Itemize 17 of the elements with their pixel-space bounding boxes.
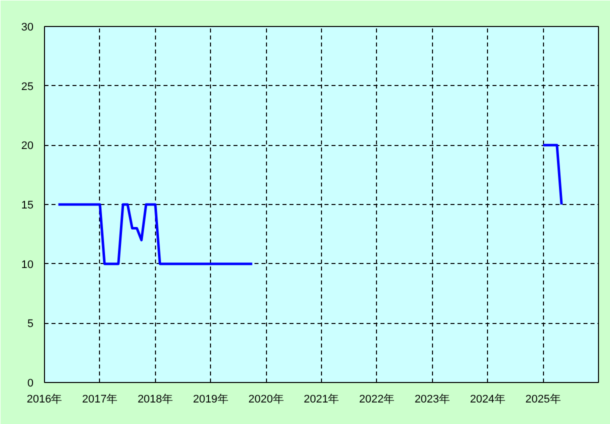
y-tick-label: 20 [21, 140, 34, 152]
x-tick-label: 2025年 [525, 394, 561, 406]
x-tick-label: 2018年 [138, 394, 174, 406]
x-tick-label: 2020年 [248, 394, 284, 406]
y-tick-label: 5 [27, 318, 34, 330]
y-tick-label: 15 [21, 200, 34, 212]
y-tick-label: 0 [27, 378, 34, 390]
y-tick-label: 30 [21, 22, 34, 34]
x-tick-label: 2017年 [82, 394, 118, 406]
x-tick-label: 2024年 [470, 394, 506, 406]
x-tick-label: 2016年 [26, 394, 62, 406]
x-tick-label: 2023年 [414, 394, 450, 406]
x-tick-label: 2019年 [192, 394, 228, 406]
x-tick-label: 2022年 [359, 394, 395, 406]
y-tick-label: 25 [21, 80, 34, 93]
x-tick-label: 2021年 [304, 394, 340, 406]
y-tick-label: 10 [21, 258, 34, 271]
